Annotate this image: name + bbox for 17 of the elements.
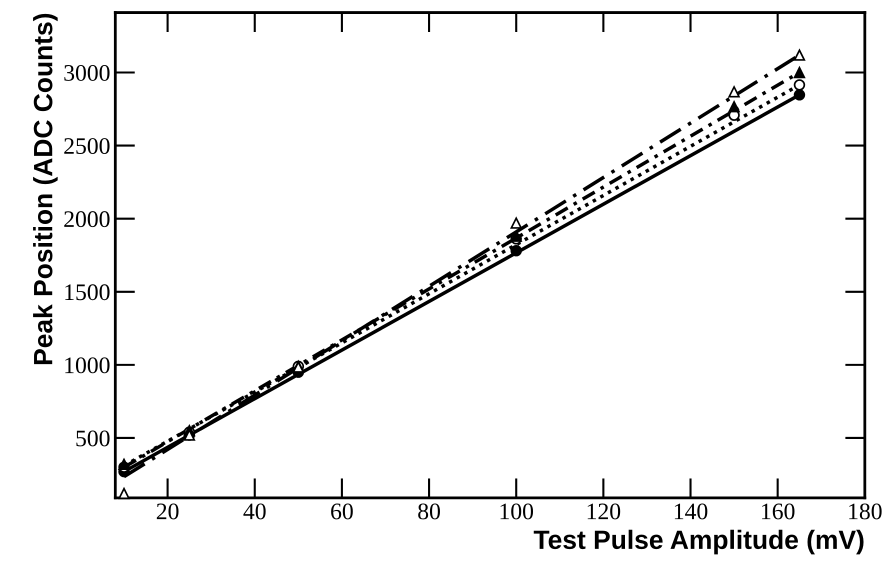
x-axis-title: Test Pulse Amplitude (mV): [534, 530, 864, 554]
x-tick-label: 20: [156, 503, 179, 520]
y-tick-label: 3000: [64, 64, 110, 81]
x-tick-label: 120: [588, 503, 620, 520]
y-axis-title: Peak Position (ADC Counts): [33, 14, 58, 364]
y-tick-label: 1000: [65, 357, 110, 374]
x-tick-label: 40: [243, 503, 266, 520]
x-tick-label: 80: [418, 503, 440, 520]
x-tick-label: 60: [331, 503, 353, 520]
x-tick-label: 100: [500, 503, 534, 520]
x-tick-label: 180: [849, 503, 882, 520]
y-tick-label: 2500: [64, 138, 110, 154]
y-tick-label: 2000: [64, 211, 110, 228]
x-tick-label: 140: [674, 503, 708, 520]
y-tick-label: 1500: [65, 284, 110, 300]
x-tick-label: 160: [762, 503, 794, 520]
y-tick-label: 500: [76, 430, 110, 446]
